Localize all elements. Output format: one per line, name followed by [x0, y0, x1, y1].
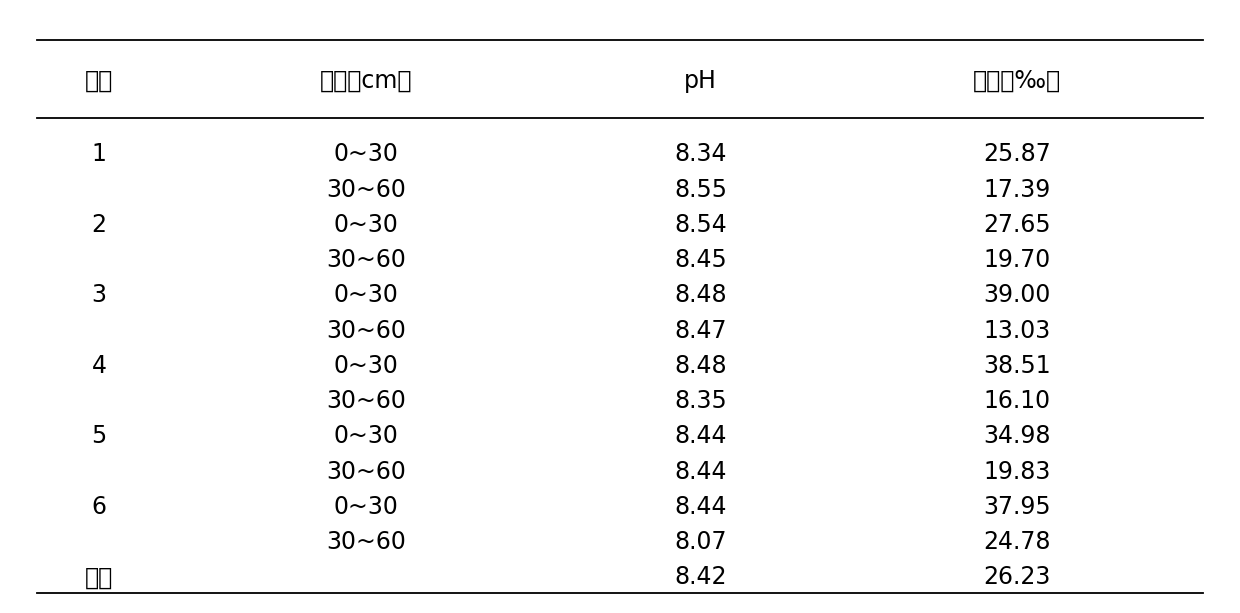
Text: 19.83: 19.83 [983, 460, 1050, 484]
Text: 0~30: 0~30 [334, 142, 398, 167]
Text: 25.87: 25.87 [983, 142, 1050, 167]
Text: 8.34: 8.34 [675, 142, 727, 167]
Text: 0~30: 0~30 [334, 354, 398, 378]
Text: 4: 4 [92, 354, 107, 378]
Text: 全盐（‰）: 全盐（‰） [972, 69, 1061, 93]
Text: 30~60: 30~60 [326, 460, 405, 484]
Text: 30~60: 30~60 [326, 248, 405, 272]
Text: 点位: 点位 [86, 69, 113, 93]
Text: 13.03: 13.03 [983, 319, 1050, 343]
Text: 24.78: 24.78 [983, 530, 1050, 554]
Text: 19.70: 19.70 [983, 248, 1050, 272]
Text: 1: 1 [92, 142, 107, 167]
Text: 6: 6 [92, 495, 107, 519]
Text: 34.98: 34.98 [983, 424, 1050, 449]
Text: 0~30: 0~30 [334, 424, 398, 449]
Text: 27.65: 27.65 [983, 213, 1050, 237]
Text: 30~60: 30~60 [326, 178, 405, 202]
Text: 26.23: 26.23 [983, 565, 1050, 590]
Text: 8.54: 8.54 [675, 213, 727, 237]
Text: 8.47: 8.47 [675, 319, 727, 343]
Text: 30~60: 30~60 [326, 530, 405, 554]
Text: 30~60: 30~60 [326, 389, 405, 413]
Text: 16.10: 16.10 [983, 389, 1050, 413]
Text: 0~30: 0~30 [334, 495, 398, 519]
Text: 17.39: 17.39 [983, 178, 1050, 202]
Text: 37.95: 37.95 [983, 495, 1050, 519]
Text: 平均: 平均 [86, 565, 113, 590]
Text: 8.48: 8.48 [675, 283, 727, 308]
Text: 8.07: 8.07 [675, 530, 727, 554]
Text: 8.44: 8.44 [675, 424, 727, 449]
Text: 0~30: 0~30 [334, 283, 398, 308]
Text: pH: pH [684, 69, 717, 93]
Text: 8.48: 8.48 [675, 354, 727, 378]
Text: 5: 5 [92, 424, 107, 449]
Text: 2: 2 [92, 213, 107, 237]
Text: 8.42: 8.42 [675, 565, 727, 590]
Text: 38.51: 38.51 [983, 354, 1050, 378]
Text: 8.35: 8.35 [675, 389, 727, 413]
Text: 8.44: 8.44 [675, 495, 727, 519]
Text: 8.45: 8.45 [675, 248, 727, 272]
Text: 8.55: 8.55 [675, 178, 727, 202]
Text: 0~30: 0~30 [334, 213, 398, 237]
Text: 30~60: 30~60 [326, 319, 405, 343]
Text: 土层（cm）: 土层（cm） [320, 69, 412, 93]
Text: 39.00: 39.00 [983, 283, 1050, 308]
Text: 8.44: 8.44 [675, 460, 727, 484]
Text: 3: 3 [92, 283, 107, 308]
